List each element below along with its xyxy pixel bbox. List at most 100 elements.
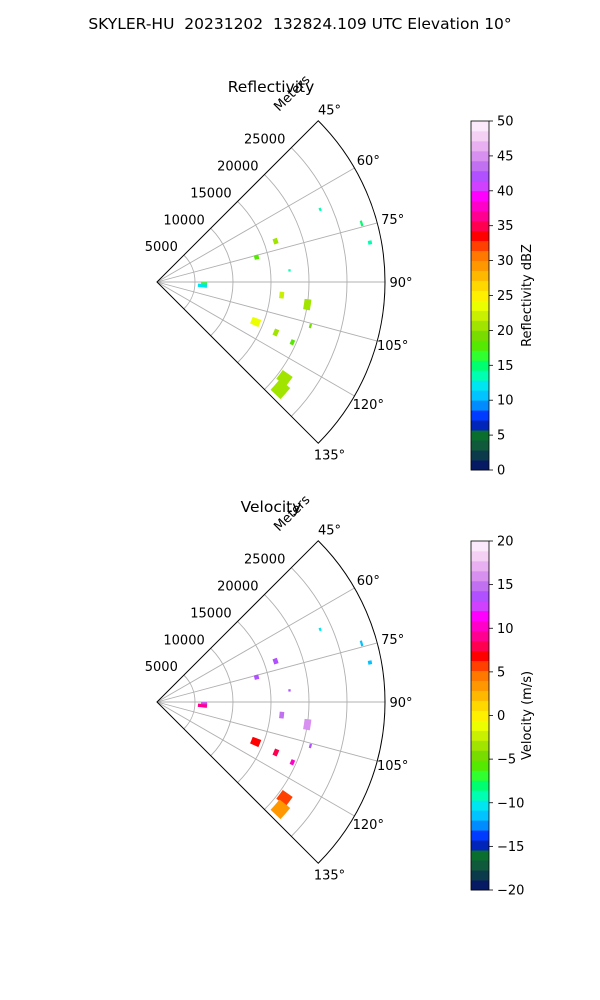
radial-tick-label: 20000 <box>217 160 258 175</box>
colorbar-segment <box>471 800 489 811</box>
colorbar-segment <box>471 200 489 212</box>
radar-echo <box>279 291 285 299</box>
radar-echo <box>359 220 364 227</box>
colorbar-tick-label: 40 <box>497 184 514 199</box>
radar-echo <box>270 379 291 400</box>
colorbar-tick-label: 5 <box>497 429 505 444</box>
azimuth-tick-label: 120° <box>353 818 384 833</box>
colorbar-segment <box>471 730 489 741</box>
reflectivity-panel: Reflectivity500010000150002000025000Mete… <box>145 73 535 479</box>
radial-tick-label: 20000 <box>217 580 258 595</box>
azimuth-gridline <box>156 281 378 342</box>
radar-echo <box>303 718 312 731</box>
colorbar-segment <box>471 370 489 381</box>
radar-echo <box>272 237 279 245</box>
radar-echo <box>367 240 373 245</box>
colorbar-segment <box>471 210 489 222</box>
azimuth-tick-label: 135° <box>314 449 345 464</box>
colorbar-tick-label: 0 <box>497 464 505 479</box>
colorbar-segment <box>471 240 489 252</box>
colorbar-segment <box>471 710 489 721</box>
colorbar-tick-label: −15 <box>497 840 524 855</box>
colorbar-segment <box>471 740 489 751</box>
colorbar-segment <box>471 410 489 421</box>
colorbar-segment <box>471 840 489 851</box>
panel-title: Reflectivity <box>228 78 315 96</box>
colorbar-segment <box>471 700 489 711</box>
azimuth-tick-label: 45° <box>318 523 341 538</box>
colorbar-tick-label: 25 <box>497 289 514 304</box>
azimuth-gridline <box>156 642 378 703</box>
colorbar-segment <box>471 770 489 781</box>
radar-echo <box>272 657 279 665</box>
colorbar-segment <box>471 720 489 731</box>
figure-title: SKYLER-HU 20231202 132824.109 UTC Elevat… <box>88 15 512 33</box>
radar-echo <box>197 703 208 708</box>
radial-tick-label: 5000 <box>145 240 178 255</box>
colorbar-segment <box>471 670 489 681</box>
colorbar-segment <box>471 541 489 552</box>
radar-echo <box>308 323 313 329</box>
azimuth-tick-label: 60° <box>357 154 380 169</box>
colorbar-tick-label: 15 <box>497 359 514 374</box>
radar-echo <box>367 660 373 665</box>
colorbar-segment <box>471 580 489 592</box>
colorbar-segment <box>471 130 489 142</box>
colorbar-segment <box>471 660 489 672</box>
colorbar-segment <box>471 790 489 801</box>
colorbar-segment <box>471 340 489 351</box>
colorbar-segment <box>471 590 489 602</box>
colorbar-tick-label: 20 <box>497 535 514 550</box>
azimuth-gridline <box>156 701 355 817</box>
colorbar-segment <box>471 750 489 761</box>
radar-echo <box>308 743 313 749</box>
colorbar-segment <box>471 140 489 152</box>
azimuth-tick-label: 45° <box>318 103 341 118</box>
colorbar-segment <box>471 380 489 391</box>
radar-echo <box>201 282 208 285</box>
colorbar-segment <box>471 121 489 132</box>
colorbar-segment <box>471 250 489 261</box>
radar-echo <box>272 328 280 337</box>
radar-echo <box>289 339 296 346</box>
colorbar-segment <box>471 220 489 232</box>
colorbar-label: Reflectivity dBZ <box>520 244 535 347</box>
colorbar-segment <box>471 170 489 182</box>
radial-tick-label: 15000 <box>190 606 231 621</box>
colorbar-segment <box>471 300 489 311</box>
colorbar-segment <box>471 690 489 701</box>
colorbar-label: Velocity (m/s) <box>520 671 535 760</box>
azimuth-tick-label: 135° <box>314 869 345 884</box>
colorbar-segment <box>471 610 489 622</box>
colorbar-tick-label: 50 <box>497 115 514 130</box>
colorbar-segment <box>471 190 489 202</box>
azimuth-tick-label: 60° <box>357 574 380 589</box>
colorbar-segment <box>471 570 489 582</box>
colorbar-segment <box>471 310 489 321</box>
colorbar-segment <box>471 390 489 401</box>
colorbar-segment <box>471 650 489 662</box>
colorbar-segment <box>471 420 489 431</box>
azimuth-gridline <box>156 167 355 283</box>
colorbar-segment <box>471 880 489 891</box>
colorbar-tick-label: 0 <box>497 709 505 724</box>
radar-echo <box>303 298 312 311</box>
radar-echo <box>270 799 291 820</box>
colorbar-segment <box>471 630 489 642</box>
colorbar-segment <box>471 460 489 471</box>
colorbar-tick-label: −10 <box>497 796 524 811</box>
colorbar-segment <box>471 230 489 242</box>
colorbar-segment <box>471 400 489 411</box>
radar-echo <box>318 627 322 632</box>
colorbar-tick-label: 20 <box>497 324 514 339</box>
colorbar-segment <box>471 640 489 652</box>
colorbar-segment <box>471 620 489 632</box>
colorbar-segment <box>471 550 489 562</box>
azimuth-tick-label: 90° <box>389 276 412 291</box>
colorbar-tick-label: 15 <box>497 578 514 593</box>
colorbar-tick-label: 10 <box>497 622 514 637</box>
colorbar-segment <box>471 430 489 441</box>
colorbar-segment <box>471 850 489 861</box>
colorbar-segment <box>471 560 489 572</box>
colorbar-segment <box>471 600 489 612</box>
